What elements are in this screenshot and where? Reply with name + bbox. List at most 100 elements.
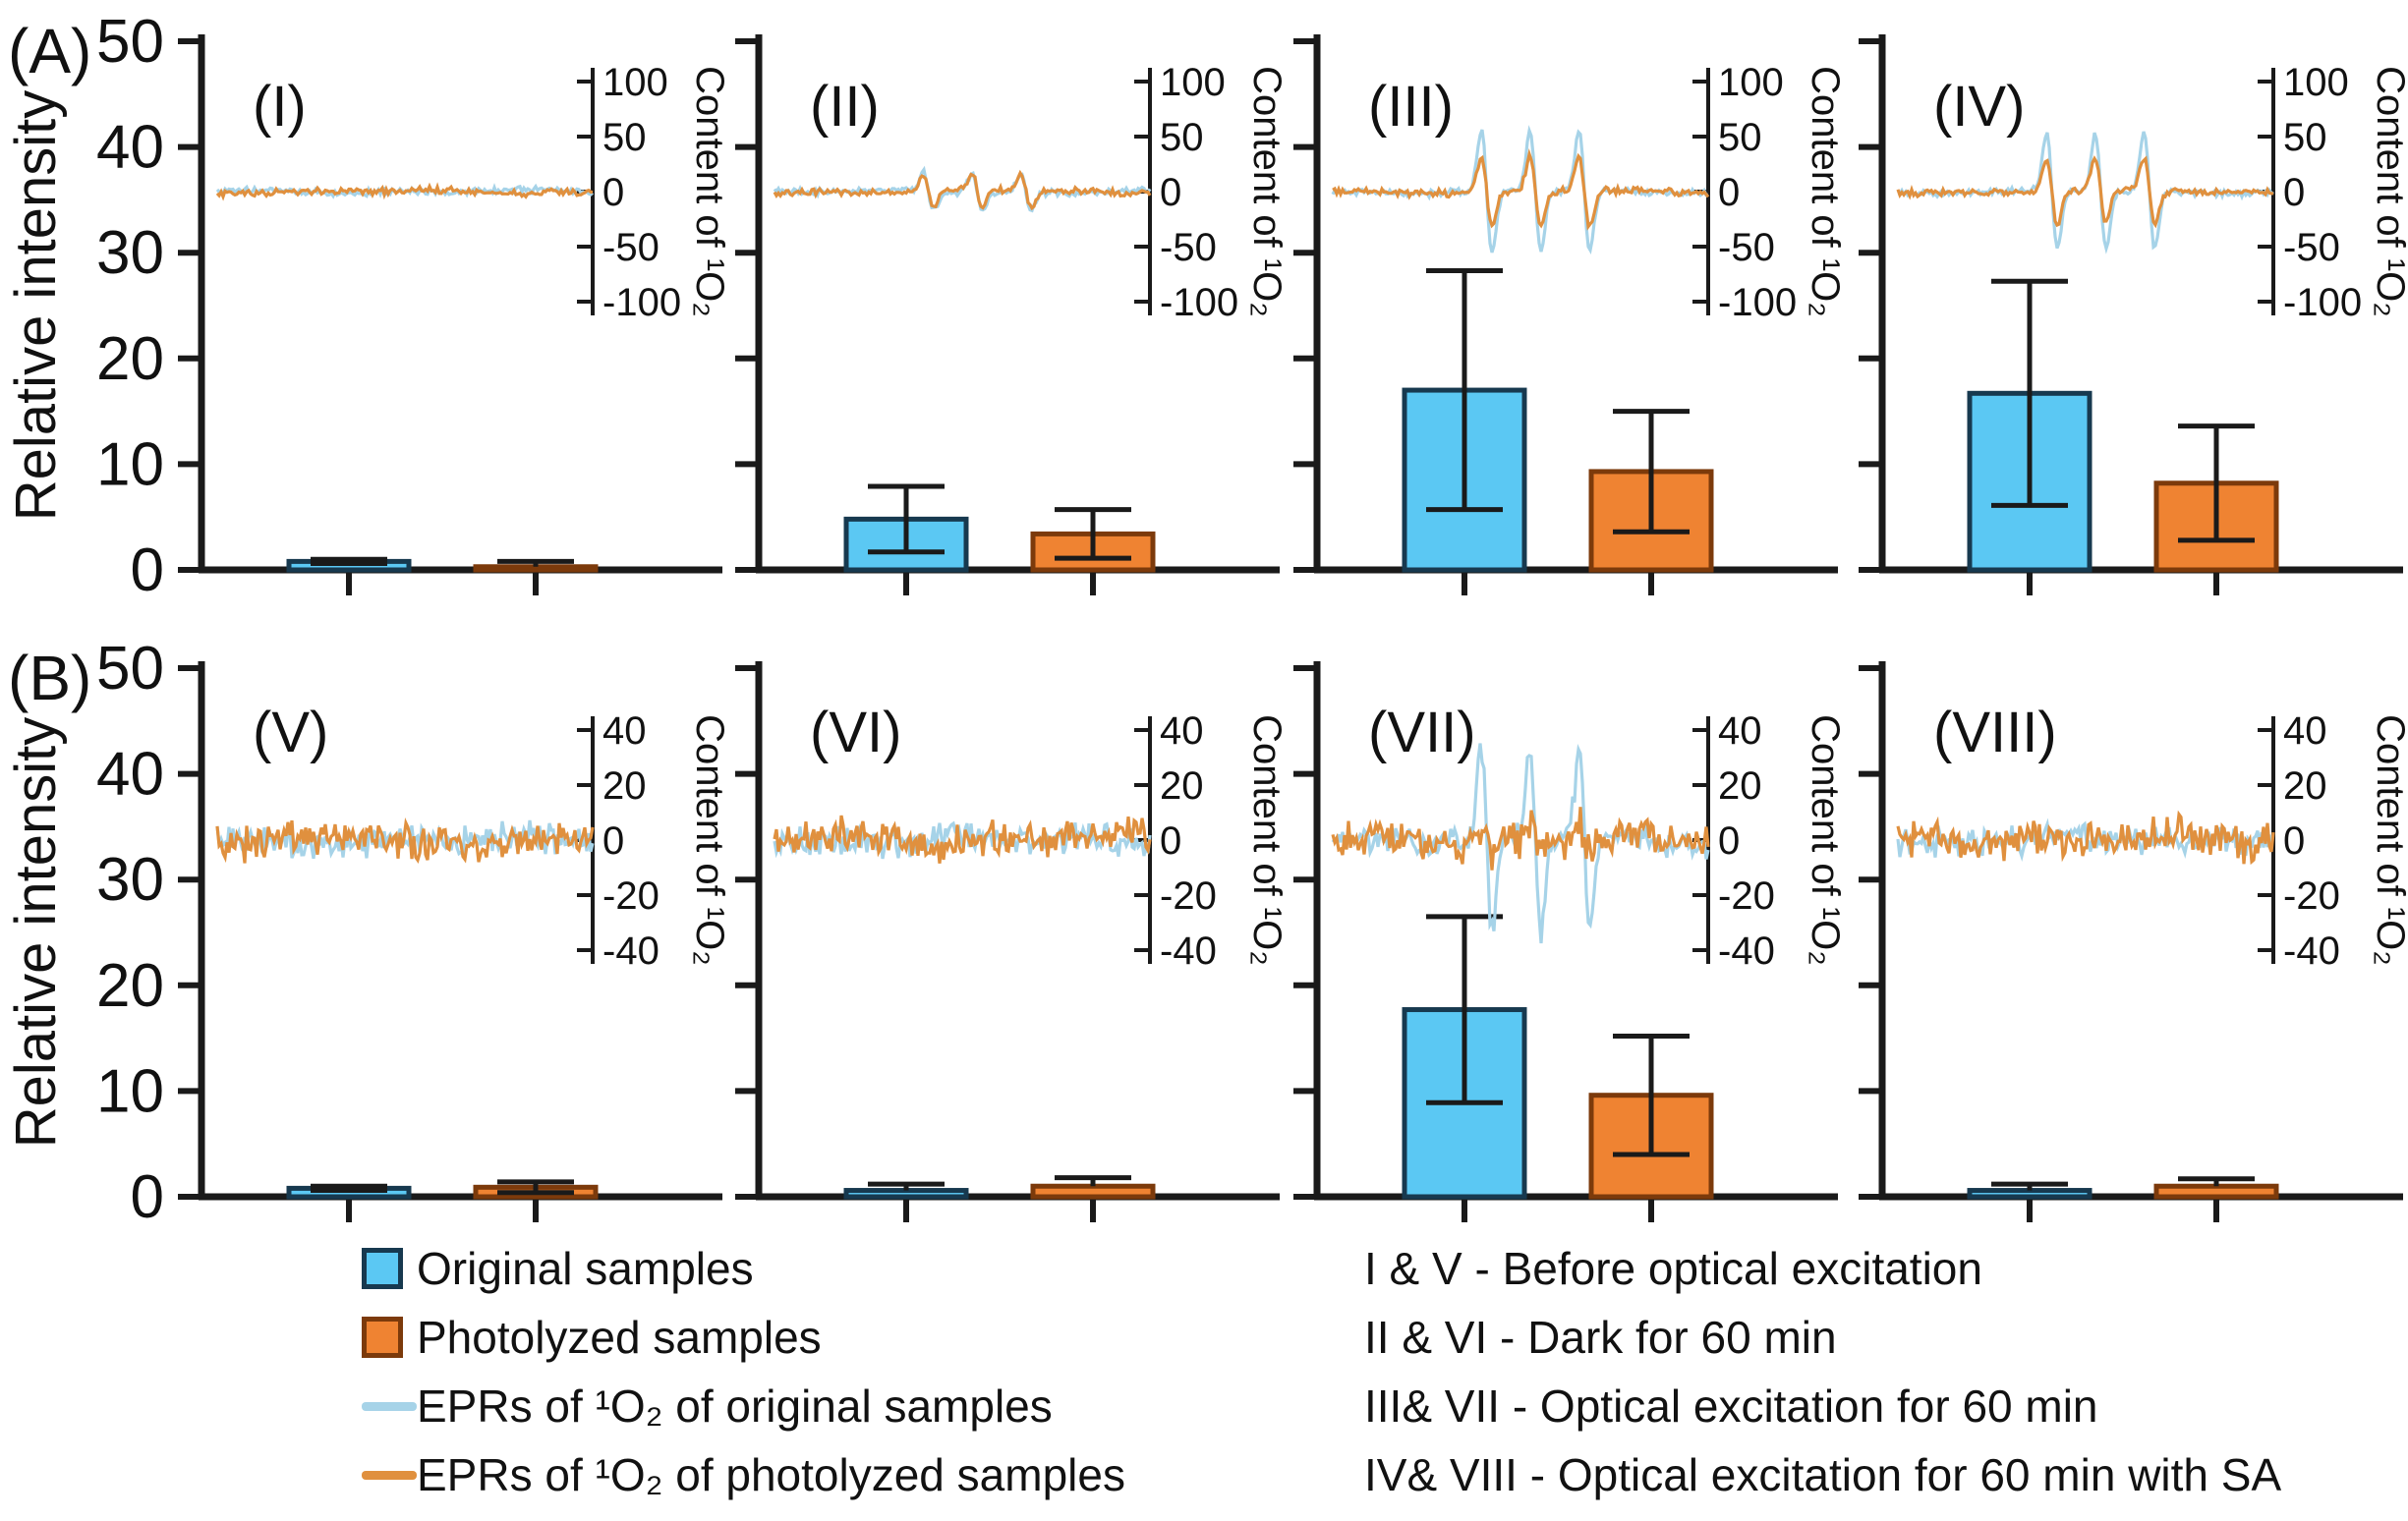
- legend-label-photolyzed-samples: Photolyzed samples: [417, 1312, 822, 1363]
- inset-tick-label: 0: [1160, 819, 1181, 863]
- inset-tick-label: 40: [2283, 709, 2327, 753]
- panel-iv: 100 50 0 -50 -100 Content of ¹O₂ (IV): [1859, 34, 2408, 595]
- y-tick-label: 50: [96, 635, 164, 703]
- inset-axis-title: Content of ¹O₂: [1245, 714, 1289, 966]
- inset-tick-label: 40: [1718, 709, 1762, 753]
- legend-item-epr-photolyzed: EPRs of ¹O₂ of photolyzed samples: [362, 1449, 1125, 1500]
- caption-line-4: IV& VIII - Optical excitation for 60 min…: [1364, 1449, 2282, 1500]
- inset-tick-label: 0: [1718, 171, 1740, 214]
- legend-label-original-samples: Original samples: [417, 1243, 754, 1294]
- panel-ii: 100 50 0 -50 -100 Content of ¹O₂ (II): [735, 34, 1289, 595]
- inset-tick-label: -100: [1718, 281, 1797, 324]
- panel-label: (VI): [810, 701, 901, 764]
- legend: Original samples Photolyzed samples EPRs…: [362, 1243, 1125, 1500]
- epr-trace-photolyzed: [1332, 147, 1710, 231]
- inset-tick-label: 100: [1160, 61, 1226, 104]
- legend-item-epr-original: EPRs of ¹O₂ of original samples: [362, 1380, 1125, 1432]
- inset-tick-label: 20: [602, 764, 647, 808]
- caption-line-2: II & VI - Dark for 60 min: [1364, 1312, 1837, 1363]
- epr-trace-photolyzed: [1331, 807, 1710, 871]
- inset-tick-label: -50: [2283, 226, 2340, 269]
- epr-trace-photolyzed: [773, 815, 1152, 864]
- inset-tick-label: -40: [602, 930, 659, 973]
- inset-tick-label: 0: [2283, 171, 2305, 214]
- y-tick-label: 40: [96, 114, 164, 182]
- panel-label: (IV): [1933, 75, 2025, 139]
- caption-line-3: III& VII - Optical excitation for 60 min: [1364, 1380, 2098, 1432]
- inset-tick-label: -100: [2283, 281, 2362, 324]
- row-label-b: (B): [8, 643, 91, 713]
- inset-tick-label: -50: [1718, 226, 1775, 269]
- bar-photolyzed: [1030, 1183, 1156, 1200]
- inset-tick-label: 0: [2283, 819, 2305, 863]
- inset-axis-title: Content of ¹O₂: [1804, 714, 1847, 966]
- inset-tick-label: 40: [1160, 709, 1204, 753]
- legend-item-original-samples: Original samples: [362, 1243, 1125, 1294]
- y-tick-label: 50: [96, 8, 164, 76]
- inset-tick-label: -20: [602, 874, 659, 918]
- inset-tick-label: -100: [1160, 281, 1238, 324]
- panel-label: (VIII): [1933, 701, 2057, 764]
- inset-tick-label: 0: [1160, 171, 1181, 214]
- inset-axis-title: Content of ¹O₂: [1804, 66, 1847, 317]
- inset-tick-label: 50: [1160, 116, 1204, 159]
- y-tick-label: 40: [96, 741, 164, 809]
- inset-tick-label: 100: [2283, 61, 2349, 104]
- legend-label-epr-photolyzed: EPRs of ¹O₂ of photolyzed samples: [417, 1449, 1125, 1500]
- epr-trace-photolyzed: [1896, 810, 2275, 866]
- y-tick-label: 30: [96, 219, 164, 287]
- panel-i: 0 10 20 30 40 50 100 50 0 -50 -100 Content of ¹O₂ (I…: [96, 8, 731, 604]
- epr-photolyzed-line-icon: [362, 1470, 417, 1480]
- bar-photolyzed: [2153, 1183, 2279, 1200]
- legend-swatch-cell: [362, 1470, 417, 1480]
- inset-axis-title: Content of ¹O₂: [2369, 66, 2408, 317]
- inset-tick-label: 50: [1718, 116, 1762, 159]
- panel-label: (I): [253, 75, 307, 139]
- inset-tick-label: 20: [2283, 764, 2327, 808]
- legend-swatch-cell: [362, 1317, 417, 1358]
- panel-label: (VII): [1368, 701, 1476, 764]
- epr-original-line-icon: [362, 1401, 417, 1411]
- caption-list: I & V - Before optical excitation II & V…: [1364, 1246, 2281, 1497]
- legend-label-epr-original: EPRs of ¹O₂ of original samples: [417, 1380, 1053, 1432]
- panel-vii: 40 20 0 -20 -40 Content of ¹O₂ (VII): [1293, 661, 1847, 1222]
- row-label-a: (A): [8, 16, 91, 86]
- panel-v: 0 10 20 30 40 50 40 20 0 -20 -40 Content of ¹O₂ (V): [96, 635, 731, 1231]
- y-tick-label: 0: [131, 536, 164, 604]
- inset-tick-label: 50: [2283, 116, 2327, 159]
- y-tick-label: 10: [96, 1057, 164, 1125]
- bar-photolyzed: [473, 564, 599, 573]
- inset-tick-label: -40: [1718, 930, 1775, 973]
- panel-label: (II): [810, 75, 880, 139]
- inset-axis-title: Content of ¹O₂: [2369, 714, 2408, 966]
- inset-tick-label: 0: [1718, 819, 1740, 863]
- epr-trace-photolyzed: [773, 169, 1152, 211]
- y-axis-title: Relative intensity: [4, 90, 68, 521]
- y-tick-label: 0: [131, 1163, 164, 1231]
- inset-tick-label: 0: [602, 171, 624, 214]
- inset-tick-label: 20: [1160, 764, 1204, 808]
- y-tick-label: 30: [96, 846, 164, 914]
- inset-axis-title: Content of ¹O₂: [688, 66, 731, 317]
- panel-label: (III): [1368, 75, 1454, 139]
- legend-item-photolyzed-samples: Photolyzed samples: [362, 1312, 1125, 1363]
- inset-tick-label: -40: [2283, 930, 2340, 973]
- inset-tick-label: -20: [1718, 874, 1775, 918]
- inset-axis-title: Content of ¹O₂: [688, 714, 731, 966]
- inset-axis-title: Content of ¹O₂: [1245, 66, 1289, 317]
- legend-swatch-cell: [362, 1248, 417, 1289]
- inset-tick-label: 40: [602, 709, 647, 753]
- inset-tick-label: -20: [1160, 874, 1217, 918]
- inset-tick-label: 20: [1718, 764, 1762, 808]
- inset-tick-label: 100: [1718, 61, 1784, 104]
- panel-label: (V): [253, 701, 328, 764]
- epr-bar-figure: (A)Relative intensity 0 10 20 30 40 50 100 50 0 -5…: [4, 8, 2408, 1231]
- y-tick-label: 20: [96, 952, 164, 1020]
- inset-tick-label: -40: [1160, 930, 1217, 973]
- inset-tick-label: -50: [1160, 226, 1217, 269]
- inset-tick-label: -20: [2283, 874, 2340, 918]
- inset-tick-label: 50: [602, 116, 647, 159]
- legend-swatch-cell: [362, 1401, 417, 1411]
- inset-tick-label: -100: [602, 281, 681, 324]
- inset-tick-label: 100: [602, 61, 668, 104]
